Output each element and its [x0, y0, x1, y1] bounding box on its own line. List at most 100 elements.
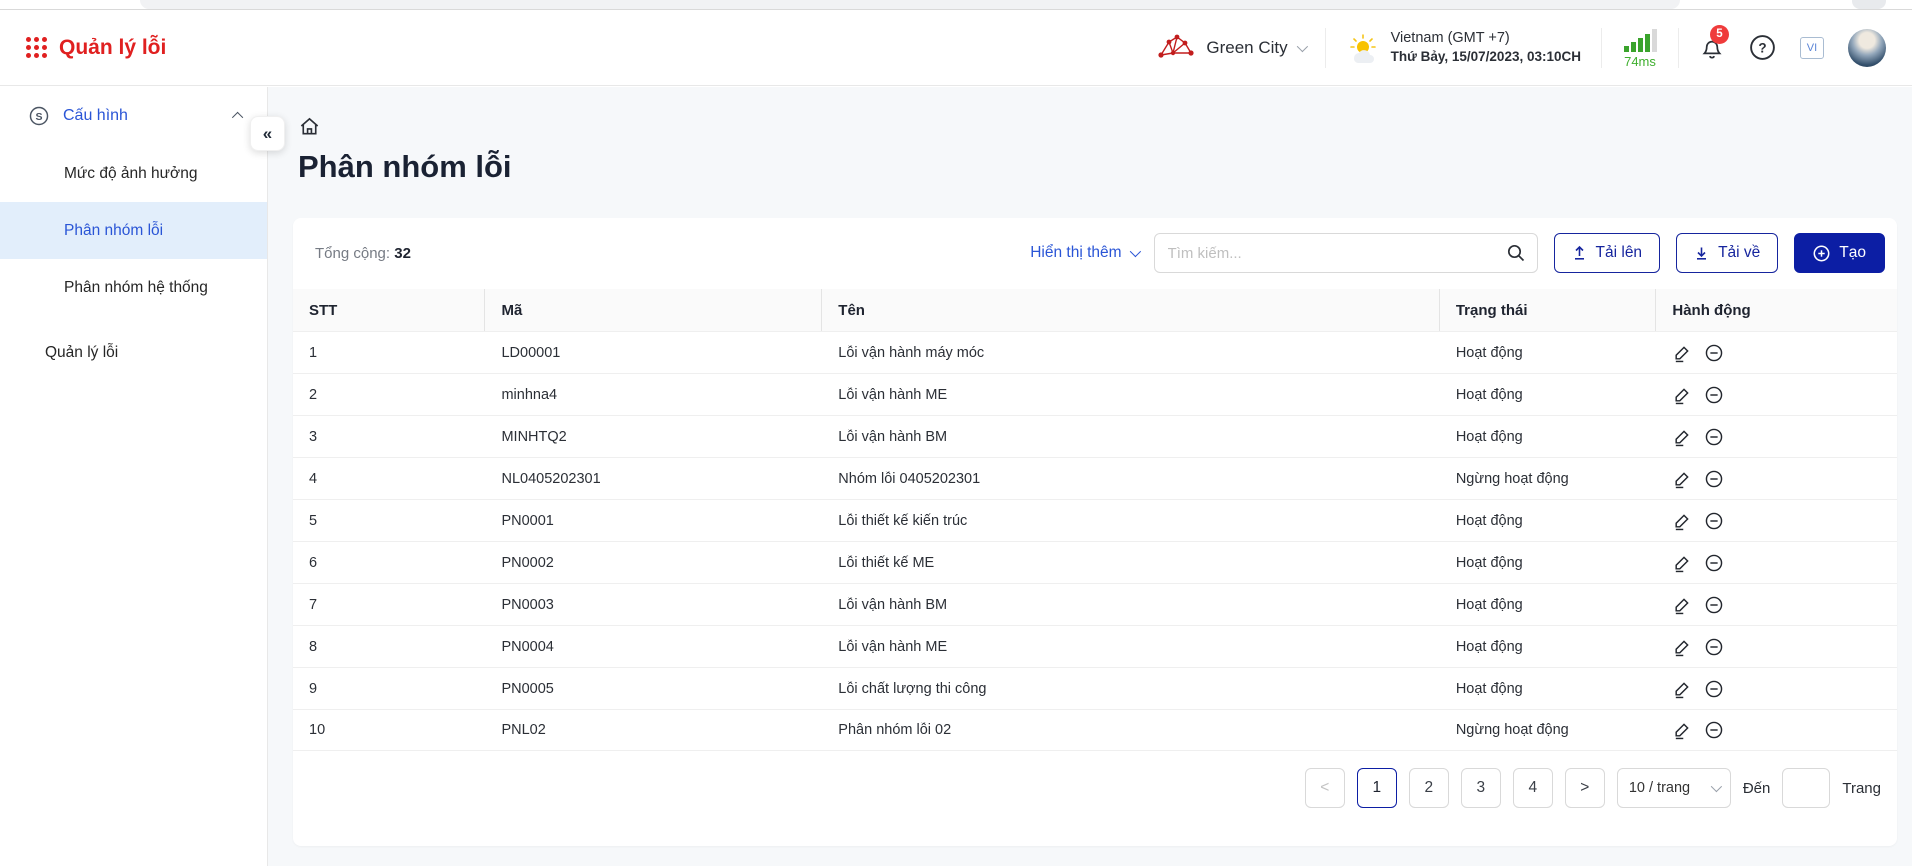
sidebar-sub-item[interactable]: Mức độ ảnh hưởng — [64, 164, 198, 182]
cell-code: LD00001 — [501, 344, 561, 361]
create-label: Tạo — [1839, 244, 1866, 261]
table-row: 7 PN0003 Lỗi vận hành BM Hoạt động — [293, 583, 1897, 625]
cell-name: Nhóm lỗi 0405202301 — [838, 470, 981, 487]
cell-name: Lỗi vận hành ME — [838, 638, 948, 655]
page-size-select[interactable]: 10 / trang — [1616, 768, 1731, 808]
language-selector[interactable]: VI — [1800, 36, 1824, 59]
cell-status: Hoạt động — [1455, 428, 1523, 445]
cell-status: Hoạt động — [1455, 554, 1523, 571]
total-label: Tổng cộng: — [315, 244, 391, 262]
deactivate-button[interactable] — [1704, 469, 1724, 489]
cell-code: PN0001 — [501, 512, 554, 529]
search-input[interactable] — [1153, 233, 1538, 273]
deactivate-button[interactable] — [1704, 553, 1724, 573]
page-button-2[interactable]: 2 — [1408, 768, 1449, 808]
notifications-button[interactable]: 5 — [1699, 24, 1729, 62]
edit-button[interactable] — [1672, 427, 1692, 447]
page-button-1[interactable]: 1 — [1356, 768, 1397, 808]
edit-button[interactable] — [1672, 720, 1692, 740]
edit-button[interactable] — [1672, 343, 1692, 363]
deactivate-button[interactable] — [1704, 595, 1724, 615]
cell-actions — [1656, 469, 1897, 489]
next-page-button[interactable]: > — [1564, 768, 1605, 808]
create-button[interactable]: Tạo — [1794, 233, 1885, 273]
cell-name: Lỗi vận hành ME — [838, 386, 948, 403]
cell-code: PN0004 — [501, 638, 554, 655]
region-label: Vietnam (GMT +7) — [1390, 29, 1510, 46]
cell-code: PNL02 — [501, 722, 546, 738]
total-value: 32 — [394, 244, 411, 262]
table-row: 6 PN0002 Lỗi thiết kế ME Hoạt động — [293, 541, 1897, 583]
table-row: 1 LD00001 Lỗi vận hành máy móc Hoạt động — [293, 331, 1897, 373]
edit-icon — [1675, 387, 1690, 404]
grid-menu-icon[interactable] — [26, 37, 47, 58]
edit-button[interactable] — [1672, 469, 1692, 489]
sidebar-group-config[interactable]: S Cấu hình — [0, 87, 267, 145]
cell-name: Lỗi chất lượng thi công — [838, 680, 987, 697]
edit-button[interactable] — [1672, 553, 1692, 573]
bell-icon — [1702, 40, 1722, 58]
user-avatar[interactable] — [1848, 28, 1886, 67]
deactivate-button[interactable] — [1704, 720, 1724, 740]
browser-chrome-blob — [1852, 0, 1886, 9]
edit-button[interactable] — [1672, 511, 1692, 531]
app-launcher[interactable]: Quản lý lỗi — [26, 36, 166, 60]
table-row: 8 PN0004 Lỗi vận hành ME Hoạt động — [293, 625, 1897, 667]
cell-code: PN0005 — [501, 680, 554, 697]
page-size-value: 10 / trang — [1628, 780, 1691, 796]
browser-chrome-strip — [0, 0, 1912, 10]
search-icon[interactable] — [1506, 243, 1526, 263]
org-switcher[interactable]: Green City — [1155, 33, 1308, 63]
cell-code: MINHTQ2 — [501, 428, 567, 445]
cell-code: minhna4 — [501, 386, 558, 403]
minus-circle-icon — [1706, 470, 1723, 487]
sidebar-item-error-management[interactable]: Quản lý lỗi — [45, 343, 119, 361]
upload-button[interactable]: Tải lên — [1553, 233, 1661, 273]
cell-name: Lỗi thiết kế ME — [838, 554, 935, 571]
deactivate-button[interactable] — [1704, 343, 1724, 363]
deactivate-button[interactable] — [1704, 679, 1724, 699]
cell-actions — [1656, 511, 1897, 531]
error-group-table: STT Mã Tên Trạng thái Hành động 1 LD00001… — [293, 289, 1897, 751]
circled-s-icon: S — [29, 106, 49, 126]
table-row: 5 PN0001 Lỗi thiết kế kiến trúc Hoạt động — [293, 499, 1897, 541]
cell-actions — [1656, 343, 1897, 363]
cell-status: Hoạt động — [1455, 596, 1523, 613]
upload-label: Tải lên — [1595, 244, 1643, 261]
app-header: Quản lý lỗi Green City — [0, 10, 1912, 86]
edit-button[interactable] — [1672, 385, 1692, 405]
page-button-3[interactable]: 3 — [1460, 768, 1501, 808]
home-icon — [300, 117, 319, 135]
divider — [1601, 27, 1602, 68]
prev-page-button[interactable]: < — [1304, 768, 1345, 808]
edit-button[interactable] — [1672, 595, 1692, 615]
cell-status: Ngừng hoạt động — [1455, 722, 1569, 738]
edit-button[interactable] — [1672, 679, 1692, 699]
latency-indicator: 74ms — [1622, 27, 1658, 69]
deactivate-button[interactable] — [1704, 385, 1724, 405]
help-button[interactable]: ? — [1749, 34, 1776, 61]
minus-circle-icon — [1706, 680, 1723, 697]
sidebar-collapse-button[interactable]: « — [250, 116, 285, 151]
breadcrumb[interactable] — [298, 115, 321, 138]
divider — [1324, 27, 1326, 68]
cell-actions — [1656, 385, 1897, 405]
edit-button[interactable] — [1672, 637, 1692, 657]
deactivate-button[interactable] — [1704, 511, 1724, 531]
goto-page-input[interactable] — [1782, 768, 1831, 808]
cell-stt: 7 — [309, 596, 318, 613]
sidebar-sub-item[interactable]: Phân nhóm lỗi — [0, 202, 267, 259]
goto-suffix-label: Trang — [1842, 779, 1881, 797]
page-button-4[interactable]: 4 — [1512, 768, 1553, 808]
deactivate-button[interactable] — [1704, 427, 1724, 447]
sidebar-sub-item[interactable]: Phân nhóm hệ thống — [64, 278, 208, 296]
download-icon — [1697, 247, 1707, 260]
column-header-status: Trạng thái — [1440, 289, 1657, 331]
deactivate-button[interactable] — [1704, 637, 1724, 657]
download-button[interactable]: Tải về — [1676, 233, 1779, 273]
chevron-down-icon — [1129, 245, 1141, 258]
show-more-dropdown[interactable]: Hiển thị thêm — [1030, 244, 1141, 262]
cell-status: Hoạt động — [1455, 344, 1523, 361]
edit-icon — [1675, 513, 1690, 530]
sidebar-group-label: Cấu hình — [63, 107, 128, 124]
